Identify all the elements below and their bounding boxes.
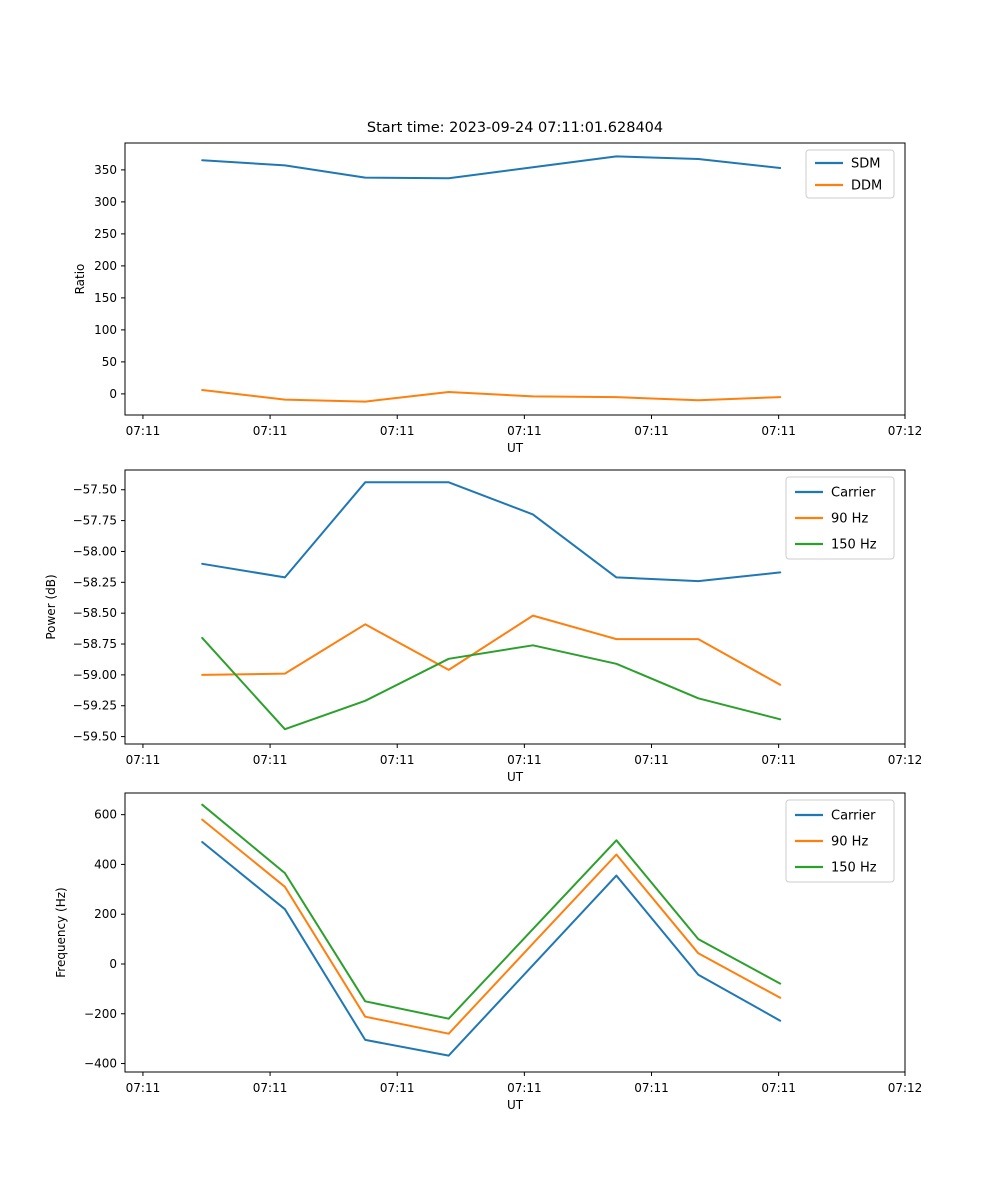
axes-0: 07:11 07:11 07:11 07:11 07:11 07:11 07:12 UT 0 50… bbox=[73, 142, 923, 455]
y-tick-label: −59.25 bbox=[73, 699, 117, 713]
x-tick-label: 07:11 bbox=[380, 1081, 415, 1095]
x-tick-label: 07:12 bbox=[888, 1081, 923, 1095]
y-tick-label: −57.75 bbox=[73, 514, 117, 528]
axes-frame bbox=[124, 142, 906, 416]
x-tick-label: 07:11 bbox=[126, 424, 161, 438]
y-tick-label: −58.00 bbox=[73, 544, 117, 558]
series-line-sdm bbox=[201, 155, 782, 180]
legend: Carrier 90 Hz 150 Hz bbox=[785, 476, 895, 560]
axes-frame bbox=[124, 469, 906, 745]
legend-item-sdm: SDM bbox=[815, 157, 880, 172]
x-tick-label: 07:11 bbox=[634, 753, 669, 767]
x-tick-label: 07:11 bbox=[634, 424, 669, 438]
series-line-carrier bbox=[201, 841, 782, 1057]
y-tick-label: 250 bbox=[94, 227, 117, 241]
legend-item-ddm: DDM bbox=[815, 179, 882, 194]
y-tick-label: −57.50 bbox=[73, 483, 117, 497]
legend-label: 150 Hz bbox=[831, 538, 877, 553]
y-tick-label: −59.50 bbox=[73, 730, 117, 744]
y-tick-label: 400 bbox=[94, 857, 117, 871]
legend-label: DDM bbox=[851, 179, 882, 194]
y-tick-label: 600 bbox=[94, 808, 117, 822]
axes-frame bbox=[124, 792, 906, 1073]
x-tick-label: 07:11 bbox=[253, 1081, 288, 1095]
legend-item-carrier: Carrier bbox=[795, 486, 876, 501]
series-line-90-hz bbox=[201, 818, 782, 1035]
y-tick-label: 350 bbox=[94, 163, 117, 177]
y-tick-label: −59.00 bbox=[73, 668, 117, 682]
series-line-ddm bbox=[201, 389, 782, 403]
y-tick-label: −58.25 bbox=[73, 575, 117, 589]
y-tick-label: 200 bbox=[94, 907, 117, 921]
x-tick-label: 07:11 bbox=[380, 753, 415, 767]
legend-label: Carrier bbox=[831, 809, 876, 824]
legend-label: SDM bbox=[851, 157, 880, 172]
y-tick-label: −400 bbox=[84, 1057, 117, 1071]
axes-2: 07:11 07:11 07:11 07:11 07:11 07:11 07:12 UT −40… bbox=[54, 792, 923, 1112]
y-tick-label: 150 bbox=[94, 291, 117, 305]
y-axis-label: Ratio bbox=[73, 264, 87, 295]
series-line-150-hz bbox=[201, 803, 782, 1020]
x-tick-label: 07:11 bbox=[507, 753, 542, 767]
legend-frame bbox=[785, 799, 895, 883]
legend-label: 150 Hz bbox=[831, 861, 877, 876]
series-line-carrier bbox=[201, 481, 782, 583]
axes-1: 07:11 07:11 07:11 07:11 07:11 07:11 07:12 UT −59… bbox=[44, 469, 923, 784]
y-tick-label: 200 bbox=[94, 259, 117, 273]
y-tick-label: 0 bbox=[109, 387, 117, 401]
y-axis-label: Power (dB) bbox=[44, 574, 58, 639]
y-tick-label: 0 bbox=[109, 957, 117, 971]
legend: Carrier 90 Hz 150 Hz bbox=[785, 799, 895, 883]
y-tick-label: 300 bbox=[94, 195, 117, 209]
series-line-90-hz bbox=[201, 614, 782, 686]
legend-item-90-hz: 90 Hz bbox=[795, 835, 868, 850]
figure-title: Start time: 2023-09-24 07:11:01.628404 bbox=[366, 120, 664, 136]
series-line-150-hz bbox=[201, 636, 782, 731]
x-tick-label: 07:11 bbox=[126, 1081, 161, 1095]
x-axis-label: UT bbox=[507, 1098, 524, 1112]
legend-label: Carrier bbox=[831, 486, 876, 501]
x-tick-label: 07:12 bbox=[888, 424, 923, 438]
legend-frame bbox=[785, 476, 895, 560]
x-axis-label: UT bbox=[507, 770, 524, 784]
x-axis-label: UT bbox=[507, 441, 524, 455]
y-tick-label: −58.50 bbox=[73, 606, 117, 620]
y-tick-label: 100 bbox=[94, 323, 117, 337]
x-tick-label: 07:11 bbox=[126, 753, 161, 767]
x-tick-label: 07:11 bbox=[634, 1081, 669, 1095]
y-axis-label: Frequency (Hz) bbox=[54, 887, 68, 978]
legend-label: 90 Hz bbox=[831, 835, 868, 850]
x-tick-label: 07:11 bbox=[507, 1081, 542, 1095]
legend-item-150-hz: 150 Hz bbox=[795, 538, 877, 553]
x-tick-label: 07:11 bbox=[380, 424, 415, 438]
y-tick-label: −58.75 bbox=[73, 637, 117, 651]
legend-label: 90 Hz bbox=[831, 512, 868, 527]
y-tick-label: 50 bbox=[102, 355, 117, 369]
y-tick-label: −200 bbox=[84, 1007, 117, 1021]
x-tick-label: 07:11 bbox=[507, 424, 542, 438]
legend-item-90-hz: 90 Hz bbox=[795, 512, 868, 527]
x-tick-label: 07:11 bbox=[761, 753, 796, 767]
x-tick-label: 07:11 bbox=[761, 1081, 796, 1095]
legend-item-carrier: Carrier bbox=[795, 809, 876, 824]
x-tick-label: 07:11 bbox=[761, 424, 796, 438]
x-tick-label: 07:11 bbox=[253, 424, 288, 438]
x-tick-label: 07:11 bbox=[253, 753, 288, 767]
x-tick-label: 07:12 bbox=[888, 753, 923, 767]
legend: SDM DDM bbox=[805, 149, 895, 199]
legend-item-150-hz: 150 Hz bbox=[795, 861, 877, 876]
